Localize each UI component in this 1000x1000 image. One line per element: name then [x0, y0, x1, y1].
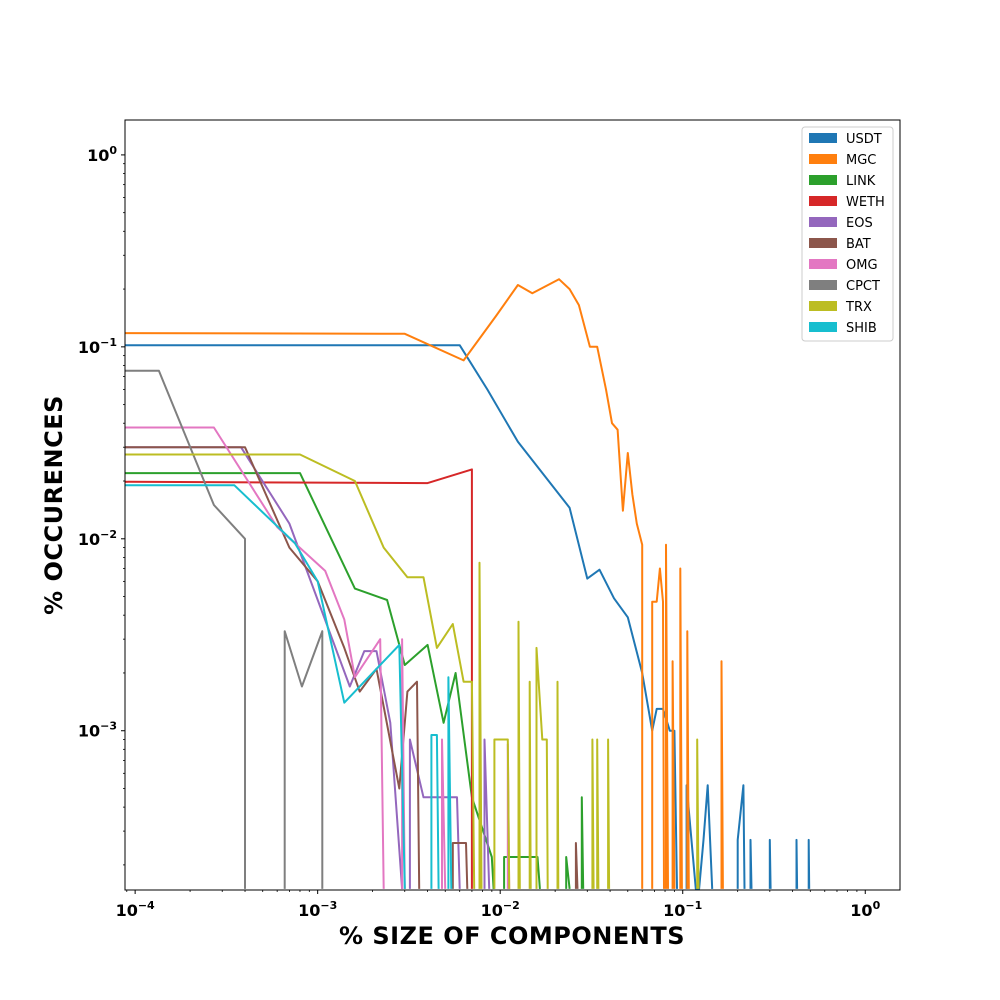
- legend-label-omg: OMG: [846, 258, 878, 273]
- y-tick-label: 10−1: [78, 336, 117, 357]
- series-line-usdt: [125, 344, 811, 890]
- series-line-cpct: [125, 369, 324, 889]
- y-axis-ticks: 10−3 10−2 10−1 100: [78, 144, 125, 866]
- series-line-omg: [125, 426, 511, 889]
- legend-label-eos: EOS: [846, 216, 873, 231]
- series-line-eos: [125, 446, 491, 889]
- legend-swatch-eos: [809, 217, 837, 227]
- series-line-shib: [125, 484, 453, 889]
- series-line-weth: [125, 468, 473, 889]
- legend-label-link: LINK: [846, 174, 876, 189]
- legend-swatch-usdt: [809, 133, 837, 143]
- x-tick-label: 100: [850, 899, 880, 920]
- legend-swatch-cpct: [809, 280, 837, 290]
- series-line-mgc: [125, 278, 724, 889]
- legend-label-weth: WETH: [846, 195, 885, 210]
- x-tick-label: 10−4: [116, 899, 155, 920]
- legend-swatch-omg: [809, 259, 837, 269]
- plot-frame: [124, 119, 901, 891]
- legend-swatch-bat: [809, 238, 837, 248]
- x-tick-label: 10−1: [663, 899, 702, 920]
- series-group: [125, 278, 811, 890]
- series-line-bat: [125, 446, 579, 889]
- legend-label-cpct: CPCT: [846, 279, 880, 294]
- plot-area: [125, 120, 900, 890]
- legend-label-shib: SHIB: [846, 321, 877, 336]
- y-tick-label: 100: [87, 144, 117, 165]
- y-axis-label: % OCCURENCES: [40, 395, 68, 615]
- legend-label-bat: BAT: [846, 237, 871, 252]
- legend-label-mgc: MGC: [846, 153, 876, 168]
- legend-label-usdt: USDT: [846, 132, 882, 147]
- x-tick-label: 10−3: [298, 899, 337, 920]
- legend-swatch-trx: [809, 301, 837, 311]
- y-tick-label: 10−3: [78, 720, 117, 741]
- series-line-link: [125, 472, 585, 890]
- legend-swatch-weth: [809, 196, 837, 206]
- legend-swatch-mgc: [809, 154, 837, 164]
- x-axis-label: % SIZE OF COMPONENTS: [339, 922, 685, 950]
- legend-label-trx: TRX: [845, 300, 872, 315]
- legend-swatch-shib: [809, 322, 837, 332]
- x-tick-label: 10−2: [481, 899, 520, 920]
- x-axis-ticks: 10−4 10−3 10−2 10−1 100: [116, 890, 881, 920]
- series-line-trx: [125, 453, 700, 889]
- y-tick-label: 10−2: [78, 528, 117, 549]
- legend: USDT MGC LINK WETH EOS BAT OMG CPCT TRX SHIB: [801, 126, 894, 342]
- legend-swatch-link: [809, 175, 837, 185]
